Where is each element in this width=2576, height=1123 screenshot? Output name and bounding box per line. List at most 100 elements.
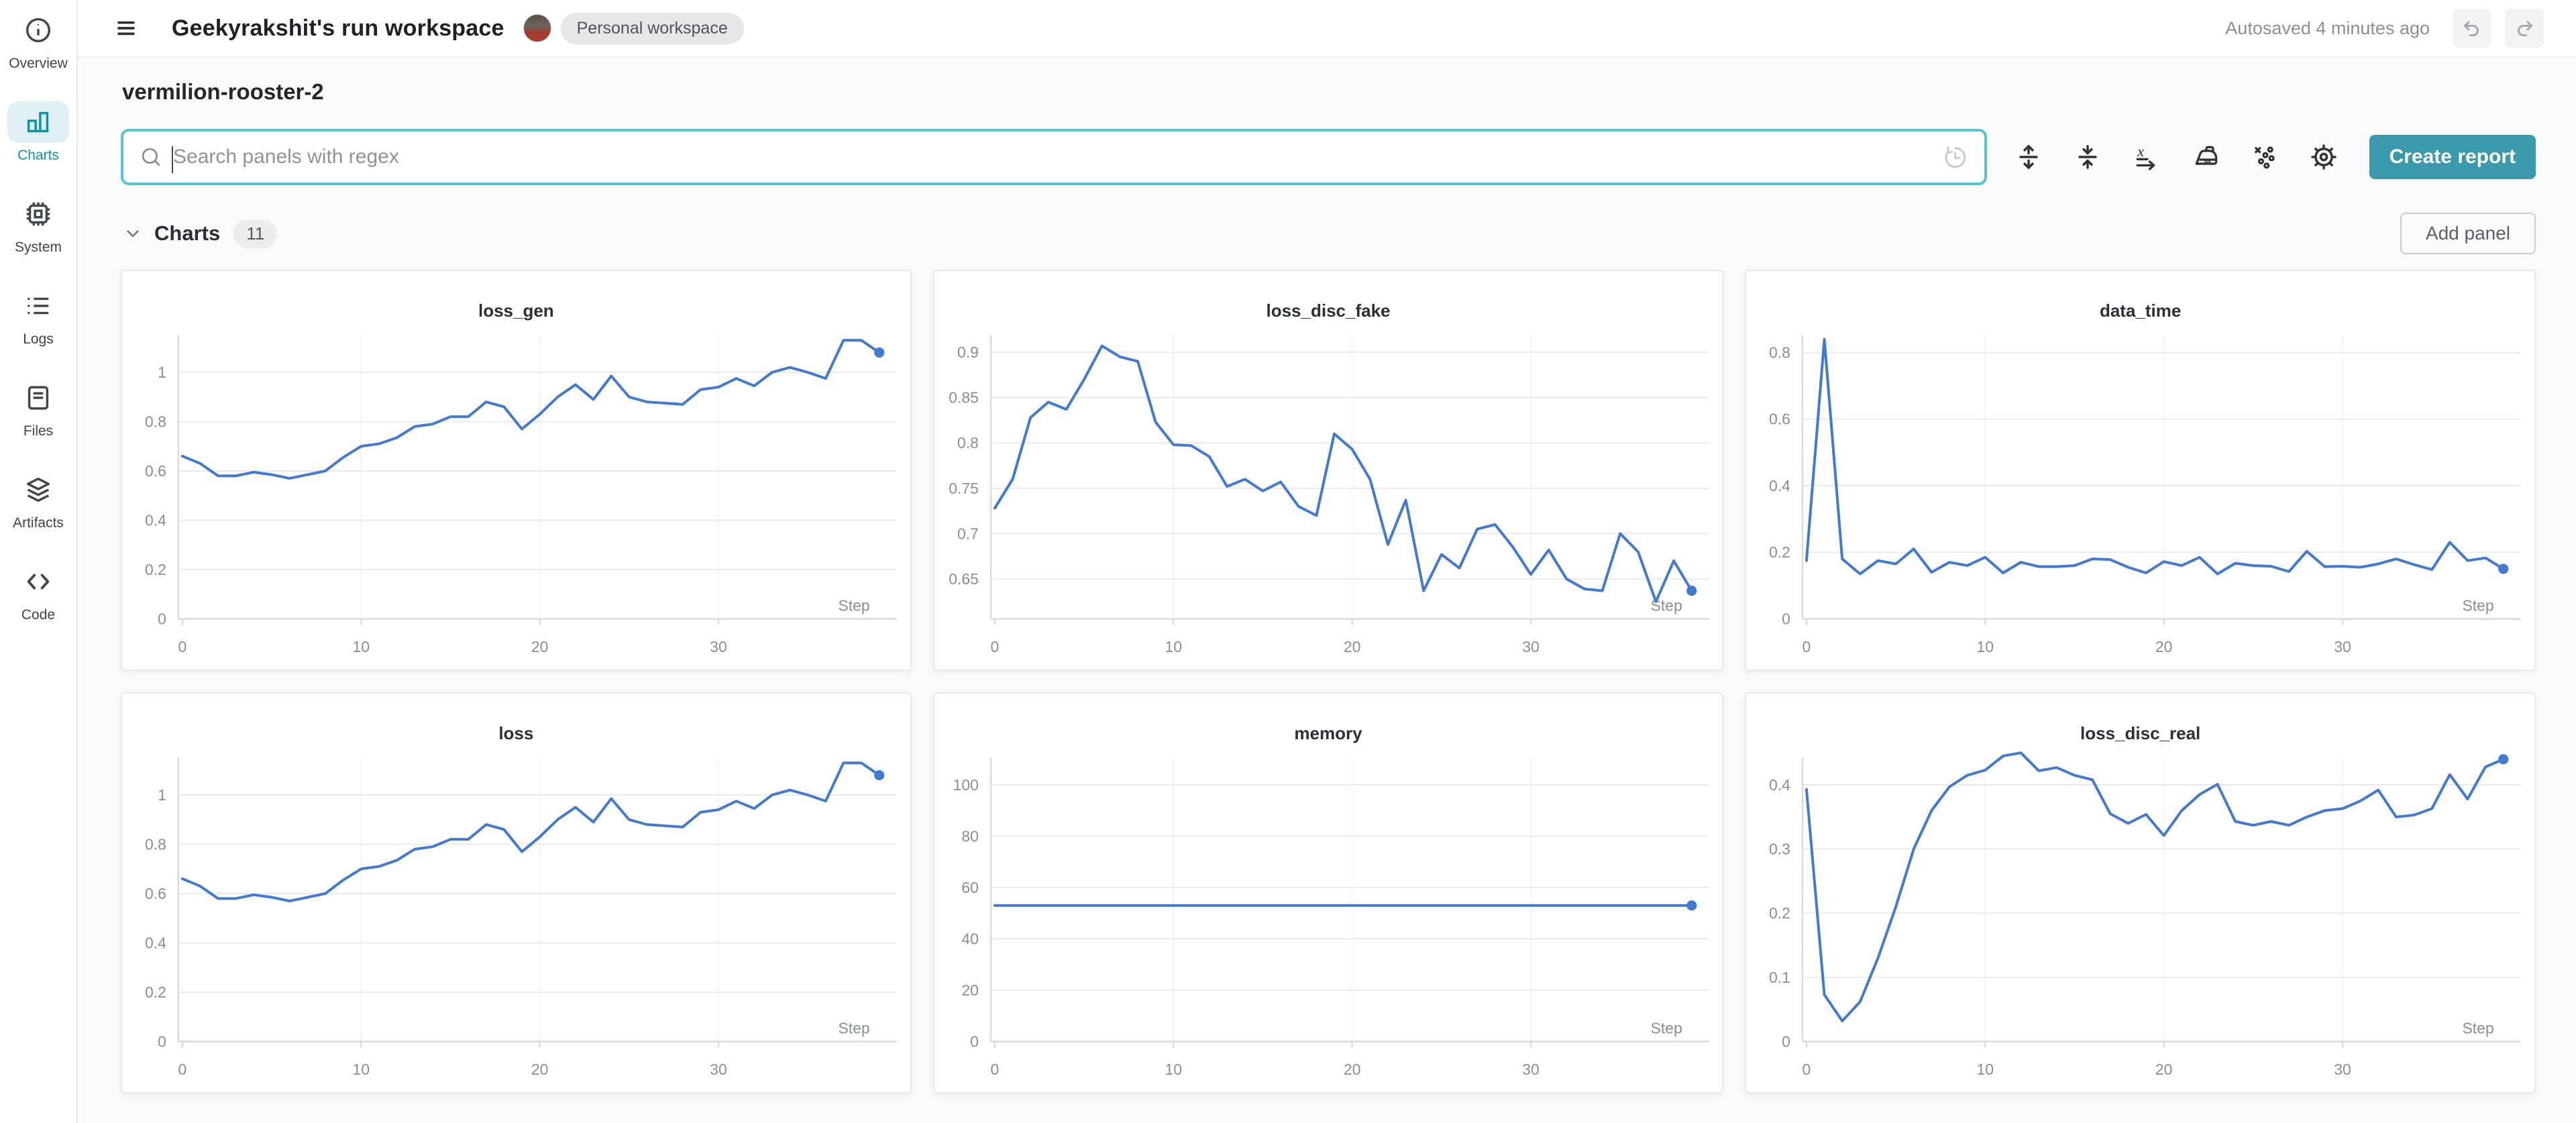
panel-count-badge: 11 xyxy=(233,219,278,248)
svg-text:0.6: 0.6 xyxy=(145,462,166,480)
sidebar-item-label: Logs xyxy=(23,331,54,347)
svg-text:30: 30 xyxy=(1522,1061,1540,1078)
svg-text:80: 80 xyxy=(961,827,979,845)
svg-text:1: 1 xyxy=(158,364,166,381)
svg-text:0: 0 xyxy=(1803,638,1811,655)
sidebar-item-overview[interactable]: Overview xyxy=(1,9,76,72)
hamburger-icon[interactable] xyxy=(111,13,141,43)
svg-text:10: 10 xyxy=(352,1061,370,1078)
svg-text:0.65: 0.65 xyxy=(949,570,979,588)
panel-grid: loss_gen 0 0.2 0.4 0.6 0.8 1 0 10 20 30 Step loss_… xyxy=(121,270,2536,1120)
topbar: Geekyrakshit's run workspace Personal wo… xyxy=(78,0,2576,58)
sidebar-item-artifacts[interactable]: Artifacts xyxy=(1,469,76,531)
svg-text:0.9: 0.9 xyxy=(957,343,979,361)
collapse-panels-icon[interactable] xyxy=(2070,140,2105,174)
svg-text:x: x xyxy=(2137,143,2144,160)
panel-title: memory xyxy=(1294,723,1362,743)
line-chart: 0 0.1 0.2 0.3 0.4 0 10 20 30 Step xyxy=(1769,751,2522,1078)
svg-text:20: 20 xyxy=(2155,1061,2173,1078)
sidebar-item-label: Artifacts xyxy=(13,515,64,531)
info-icon xyxy=(7,9,69,51)
svg-text:0.1: 0.1 xyxy=(1769,969,1790,986)
create-report-button[interactable]: Create report xyxy=(2369,135,2536,179)
svg-text:0.85: 0.85 xyxy=(949,389,979,407)
svg-text:1: 1 xyxy=(158,786,166,804)
gear-icon[interactable] xyxy=(2306,140,2341,174)
svg-text:100: 100 xyxy=(953,776,978,794)
sidebar-item-files[interactable]: Files xyxy=(1,377,76,439)
panel-loss_disc_real[interactable]: loss_disc_real 0 0.1 0.2 0.3 0.4 0 10 20 30 Step xyxy=(1745,692,2536,1093)
svg-text:0: 0 xyxy=(158,1033,166,1051)
panel-title: loss_disc_real xyxy=(2080,723,2201,743)
panel-data_time[interactable]: data_time 0 0.2 0.4 0.6 0.8 0 10 20 30 Step xyxy=(1745,270,2536,671)
sidebar-item-system[interactable]: System xyxy=(1,193,76,256)
svg-text:0.4: 0.4 xyxy=(145,934,166,952)
run-name: vermilion-rooster-2 xyxy=(122,79,324,104)
svg-text:10: 10 xyxy=(1165,1061,1182,1078)
svg-text:0: 0 xyxy=(158,610,166,628)
svg-text:0.8: 0.8 xyxy=(145,836,166,853)
svg-text:0.2: 0.2 xyxy=(145,983,166,1001)
svg-text:10: 10 xyxy=(1165,638,1182,655)
search-icon xyxy=(142,148,160,166)
charts-section-header: Charts 11 Add panel xyxy=(121,213,2536,254)
iron-icon[interactable] xyxy=(2188,140,2223,174)
sidebar-item-label: Charts xyxy=(17,148,59,163)
panel-title: data_time xyxy=(2099,301,2182,321)
panel-loss_disc_fake[interactable]: loss_disc_fake 0.65 0.7 0.75 0.8 0.85 0.9 0 10 2… xyxy=(932,270,1724,671)
document-icon xyxy=(7,377,69,419)
svg-text:10: 10 xyxy=(352,638,370,655)
redo-icon[interactable] xyxy=(2505,9,2544,48)
svg-text:0.8: 0.8 xyxy=(145,413,166,431)
sidebar-item-label: System xyxy=(14,239,62,255)
sidebar-item-code[interactable]: Code xyxy=(1,561,76,623)
sidebar-item-label: Code xyxy=(21,607,56,623)
panel-title: loss_gen xyxy=(478,301,554,321)
autosave-status: Autosaved 4 minutes ago xyxy=(2225,17,2430,38)
svg-text:Step: Step xyxy=(838,1020,869,1037)
panel-memory[interactable]: memory 0 20 40 60 80 100 0 10 20 30 Step xyxy=(932,692,1724,1093)
svg-text:Step: Step xyxy=(838,597,869,614)
panel-loss[interactable]: loss 0 0.2 0.4 0.6 0.8 1 0 10 20 30 Step xyxy=(121,692,912,1093)
avatar[interactable] xyxy=(523,14,551,42)
svg-text:Step: Step xyxy=(1650,1020,1682,1037)
svg-text:20: 20 xyxy=(531,1061,549,1078)
sidebar-item-logs[interactable]: Logs xyxy=(1,285,76,347)
search-row: x Create report xyxy=(121,129,2536,185)
sidebar-item-charts[interactable]: Charts xyxy=(1,101,76,164)
svg-text:0: 0 xyxy=(970,1033,979,1051)
search-input[interactable] xyxy=(173,146,1940,168)
main-area: Geekyrakshit's run workspace Personal wo… xyxy=(78,0,2576,1123)
svg-text:0.4: 0.4 xyxy=(145,512,166,529)
line-chart: 0 20 40 60 80 100 0 10 20 30 Step xyxy=(953,757,1709,1078)
expand-panels-icon[interactable] xyxy=(2011,140,2046,174)
svg-text:20: 20 xyxy=(531,638,549,655)
svg-text:0.75: 0.75 xyxy=(949,480,979,497)
chevron-down-icon[interactable] xyxy=(121,221,145,246)
svg-text:Step: Step xyxy=(2463,1020,2494,1037)
scatter-points-icon[interactable] xyxy=(2247,140,2282,174)
x-axis-icon[interactable]: x xyxy=(2129,140,2164,174)
svg-text:0.2: 0.2 xyxy=(1769,904,1790,922)
svg-text:0: 0 xyxy=(1803,1061,1811,1078)
svg-text:0: 0 xyxy=(990,1061,999,1078)
sidebar: Overview Charts System Logs Files Artifa… xyxy=(0,0,78,1123)
panel-loss_gen[interactable]: loss_gen 0 0.2 0.4 0.6 0.8 1 0 10 20 30 Step xyxy=(121,270,912,671)
add-panel-button[interactable]: Add panel xyxy=(2400,213,2536,254)
clock-history-icon[interactable] xyxy=(1940,142,1970,172)
svg-text:10: 10 xyxy=(1977,638,1994,655)
svg-text:0.3: 0.3 xyxy=(1769,841,1790,858)
svg-text:20: 20 xyxy=(961,981,979,999)
bar-chart-icon xyxy=(7,101,69,143)
svg-text:0.7: 0.7 xyxy=(957,525,979,542)
svg-text:30: 30 xyxy=(710,1061,727,1078)
svg-text:0.4: 0.4 xyxy=(1769,776,1790,794)
search-box[interactable] xyxy=(121,129,1987,185)
svg-text:0.6: 0.6 xyxy=(145,885,166,902)
undo-icon[interactable] xyxy=(2453,9,2491,48)
workspace-title: Geekyrakshit's run workspace xyxy=(172,15,504,41)
svg-text:0: 0 xyxy=(178,638,187,655)
svg-text:0.6: 0.6 xyxy=(1769,411,1790,428)
